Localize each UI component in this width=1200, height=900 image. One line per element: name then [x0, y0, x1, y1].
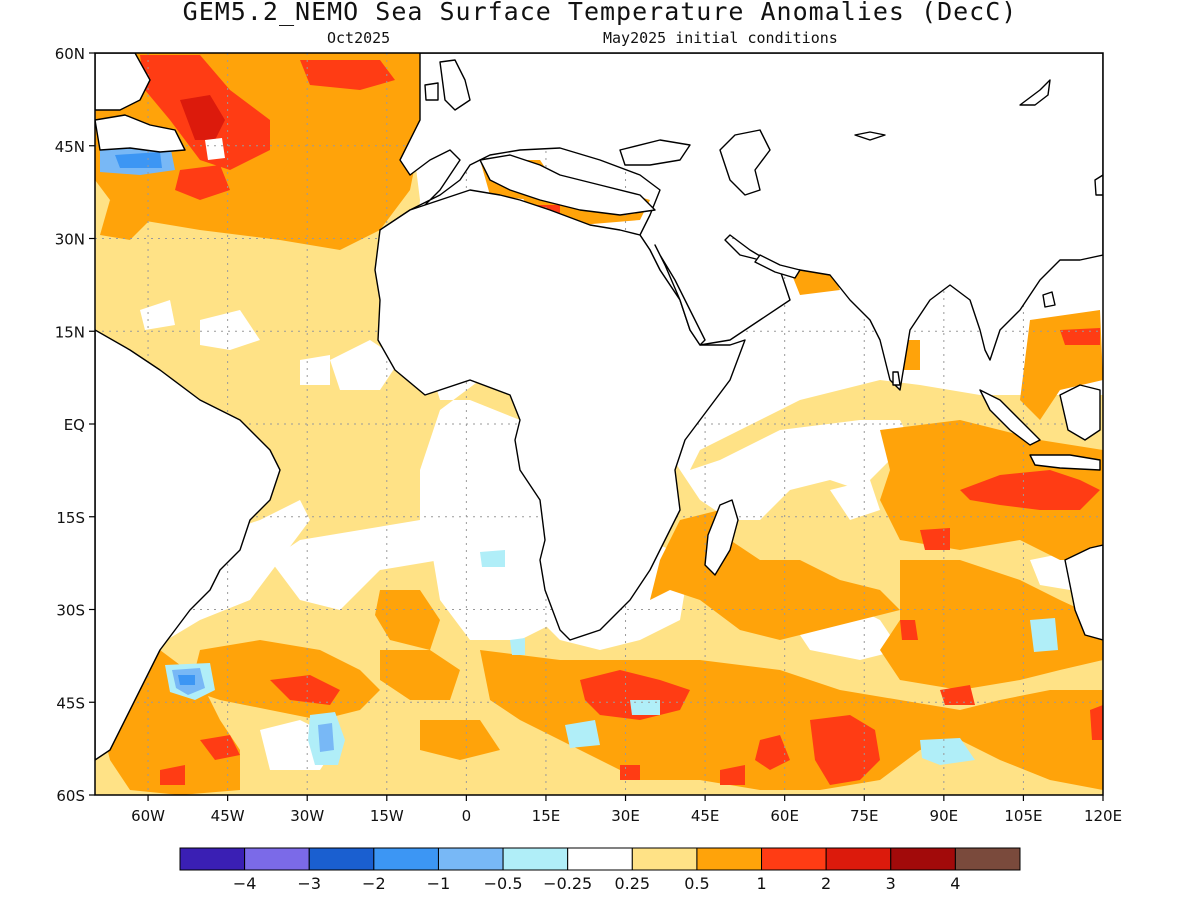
- colorbar-label: 4: [950, 874, 960, 893]
- lon-tick-label: 30W: [290, 807, 324, 825]
- colorbar-label: 1: [756, 874, 766, 893]
- lat-tick-label: 45N: [55, 138, 85, 156]
- colorbar-swatch: [954, 847, 1021, 871]
- lon-tick-label: 120E: [1084, 807, 1122, 825]
- lon-tick-label: 60E: [770, 807, 799, 825]
- longitude-axis: 60W 45W 30W 15W 0 15E 30E 45E 60E 75E 90E 105E 120E: [131, 795, 1122, 825]
- lon-tick-label: 45E: [691, 807, 720, 825]
- colorbar-label: −3: [297, 874, 321, 893]
- colorbar-swatch: [244, 847, 310, 871]
- colorbar-label: −4: [233, 874, 257, 893]
- lat-tick-label: EQ: [64, 416, 85, 434]
- colorbar-label: 0.5: [684, 874, 709, 893]
- lat-tick-label: 60S: [56, 787, 85, 805]
- colorbar-swatch: [696, 847, 763, 871]
- lon-tick-label: 90E: [930, 807, 959, 825]
- lon-tick-label: 30E: [611, 807, 640, 825]
- colorbar-swatch: [825, 847, 892, 871]
- valid-month-label: Oct2025: [327, 29, 391, 47]
- lat-tick-label: 15N: [55, 323, 85, 341]
- lon-tick-label: 15E: [532, 807, 561, 825]
- colorbar-label: −0.25: [543, 874, 592, 893]
- lat-tick-label: 60N: [55, 45, 85, 63]
- colorbar-swatch: [437, 847, 504, 871]
- colorbar-label: 2: [821, 874, 831, 893]
- lat-tick-label: 30S: [56, 602, 85, 620]
- lat-tick-label: 45S: [56, 694, 85, 712]
- colorbar-swatch: [373, 847, 439, 871]
- colorbar-label: 3: [886, 874, 896, 893]
- lon-tick-label: 15W: [370, 807, 404, 825]
- colorbar-swatch: [179, 847, 246, 871]
- colorbar-swatch: [890, 847, 956, 871]
- colorbar: −4 −3 −2 −1 −0.5 −0.25 0.25 0.5 1 2 3 4: [179, 847, 1021, 893]
- colorbar-swatch: [567, 847, 633, 871]
- lat-tick-label: 30N: [55, 231, 85, 249]
- lat-tick-label: 15S: [56, 509, 85, 527]
- latitude-axis: 60N 45N 30N 15N EQ 15S 30S 45S 60S: [55, 45, 95, 805]
- colorbar-swatch: [308, 847, 375, 871]
- colorbar-label: −1: [427, 874, 451, 893]
- lon-tick-label: 60W: [131, 807, 165, 825]
- chart-title: GEM5.2_NEMO Sea Surface Temperature Anom…: [182, 0, 1018, 26]
- colorbar-swatch: [761, 847, 827, 871]
- colorbar-swatch: [502, 847, 569, 871]
- lon-tick-label: 105E: [1004, 807, 1042, 825]
- lon-tick-label: 75E: [850, 807, 879, 825]
- initial-conditions-label: May2025 initial conditions: [603, 29, 838, 47]
- lon-tick-label: 45W: [211, 807, 245, 825]
- colorbar-label: −2: [362, 874, 386, 893]
- colorbar-swatch: [631, 847, 698, 871]
- colorbar-label: −0.5: [484, 874, 523, 893]
- colorbar-label: 0.25: [614, 874, 650, 893]
- coastlines: [95, 53, 1103, 761]
- lon-tick-label: 0: [462, 807, 472, 825]
